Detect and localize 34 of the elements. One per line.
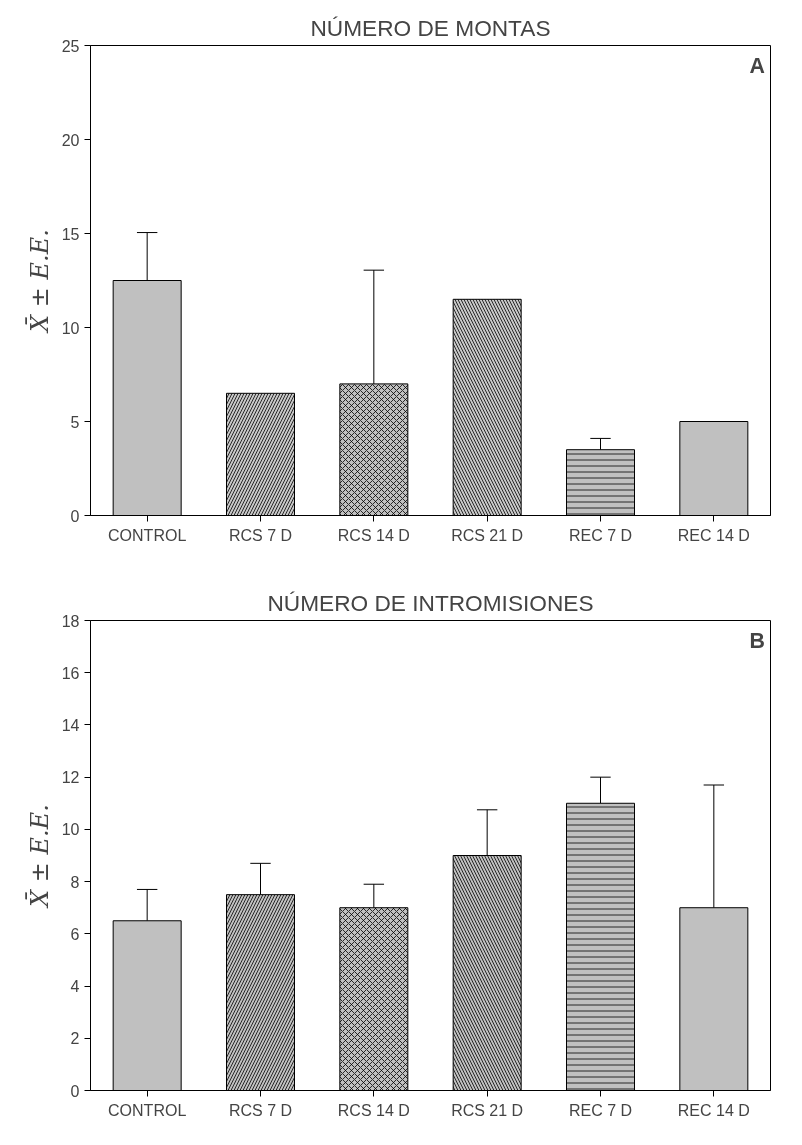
x-tick-label: RCS 14 D — [337, 526, 410, 544]
y-tick-label: 18 — [61, 612, 80, 630]
annotation: B — [749, 628, 765, 653]
x-tick-label: RCS 21 D — [451, 526, 524, 544]
x-tick-label: RCS 7 D — [228, 1101, 293, 1119]
x-tick-label: REC 7 D — [568, 526, 633, 544]
annotation: A — [749, 53, 765, 78]
y-tick-label: 16 — [61, 664, 80, 682]
x-tick-label: RCS 21 D — [451, 1101, 524, 1119]
x-tick-label: CONTROL — [108, 526, 187, 544]
y-tick-label: 12 — [61, 769, 80, 787]
y-tick-label: 10 — [61, 319, 80, 337]
y-tick-label: 15 — [61, 225, 80, 243]
y-axis-title: X̄ ± E.E. — [25, 804, 54, 909]
y-tick-label: 6 — [70, 925, 80, 943]
y-tick-label: 4 — [70, 978, 80, 996]
y-tick-label: 14 — [61, 716, 80, 734]
x-tick-label: RCS 7 D — [228, 526, 293, 544]
y-tick-label: 0 — [70, 507, 80, 525]
y-tick-label: 0 — [70, 1082, 80, 1100]
x-tick-label: CONTROL — [108, 1101, 187, 1119]
chart-title: NÚMERO DE MONTAS — [310, 14, 551, 41]
y-tick-label: 20 — [61, 131, 80, 149]
x-tick-label: RCS 14 D — [337, 1101, 410, 1119]
y-tick-label: 5 — [70, 413, 80, 431]
y-axis-title: X̄ ± E.E. — [25, 229, 54, 334]
y-tick-label: 8 — [70, 873, 80, 891]
y-tick-label: 2 — [70, 1030, 80, 1048]
chart-title: NÚMERO DE INTROMISIONES — [267, 589, 594, 616]
x-tick-label: REC 7 D — [568, 1101, 633, 1119]
y-tick-label: 25 — [61, 37, 80, 55]
x-tick-label: REC 14 D — [677, 1101, 750, 1119]
y-tick-label: 10 — [61, 821, 80, 839]
x-tick-label: REC 14 D — [677, 526, 750, 544]
